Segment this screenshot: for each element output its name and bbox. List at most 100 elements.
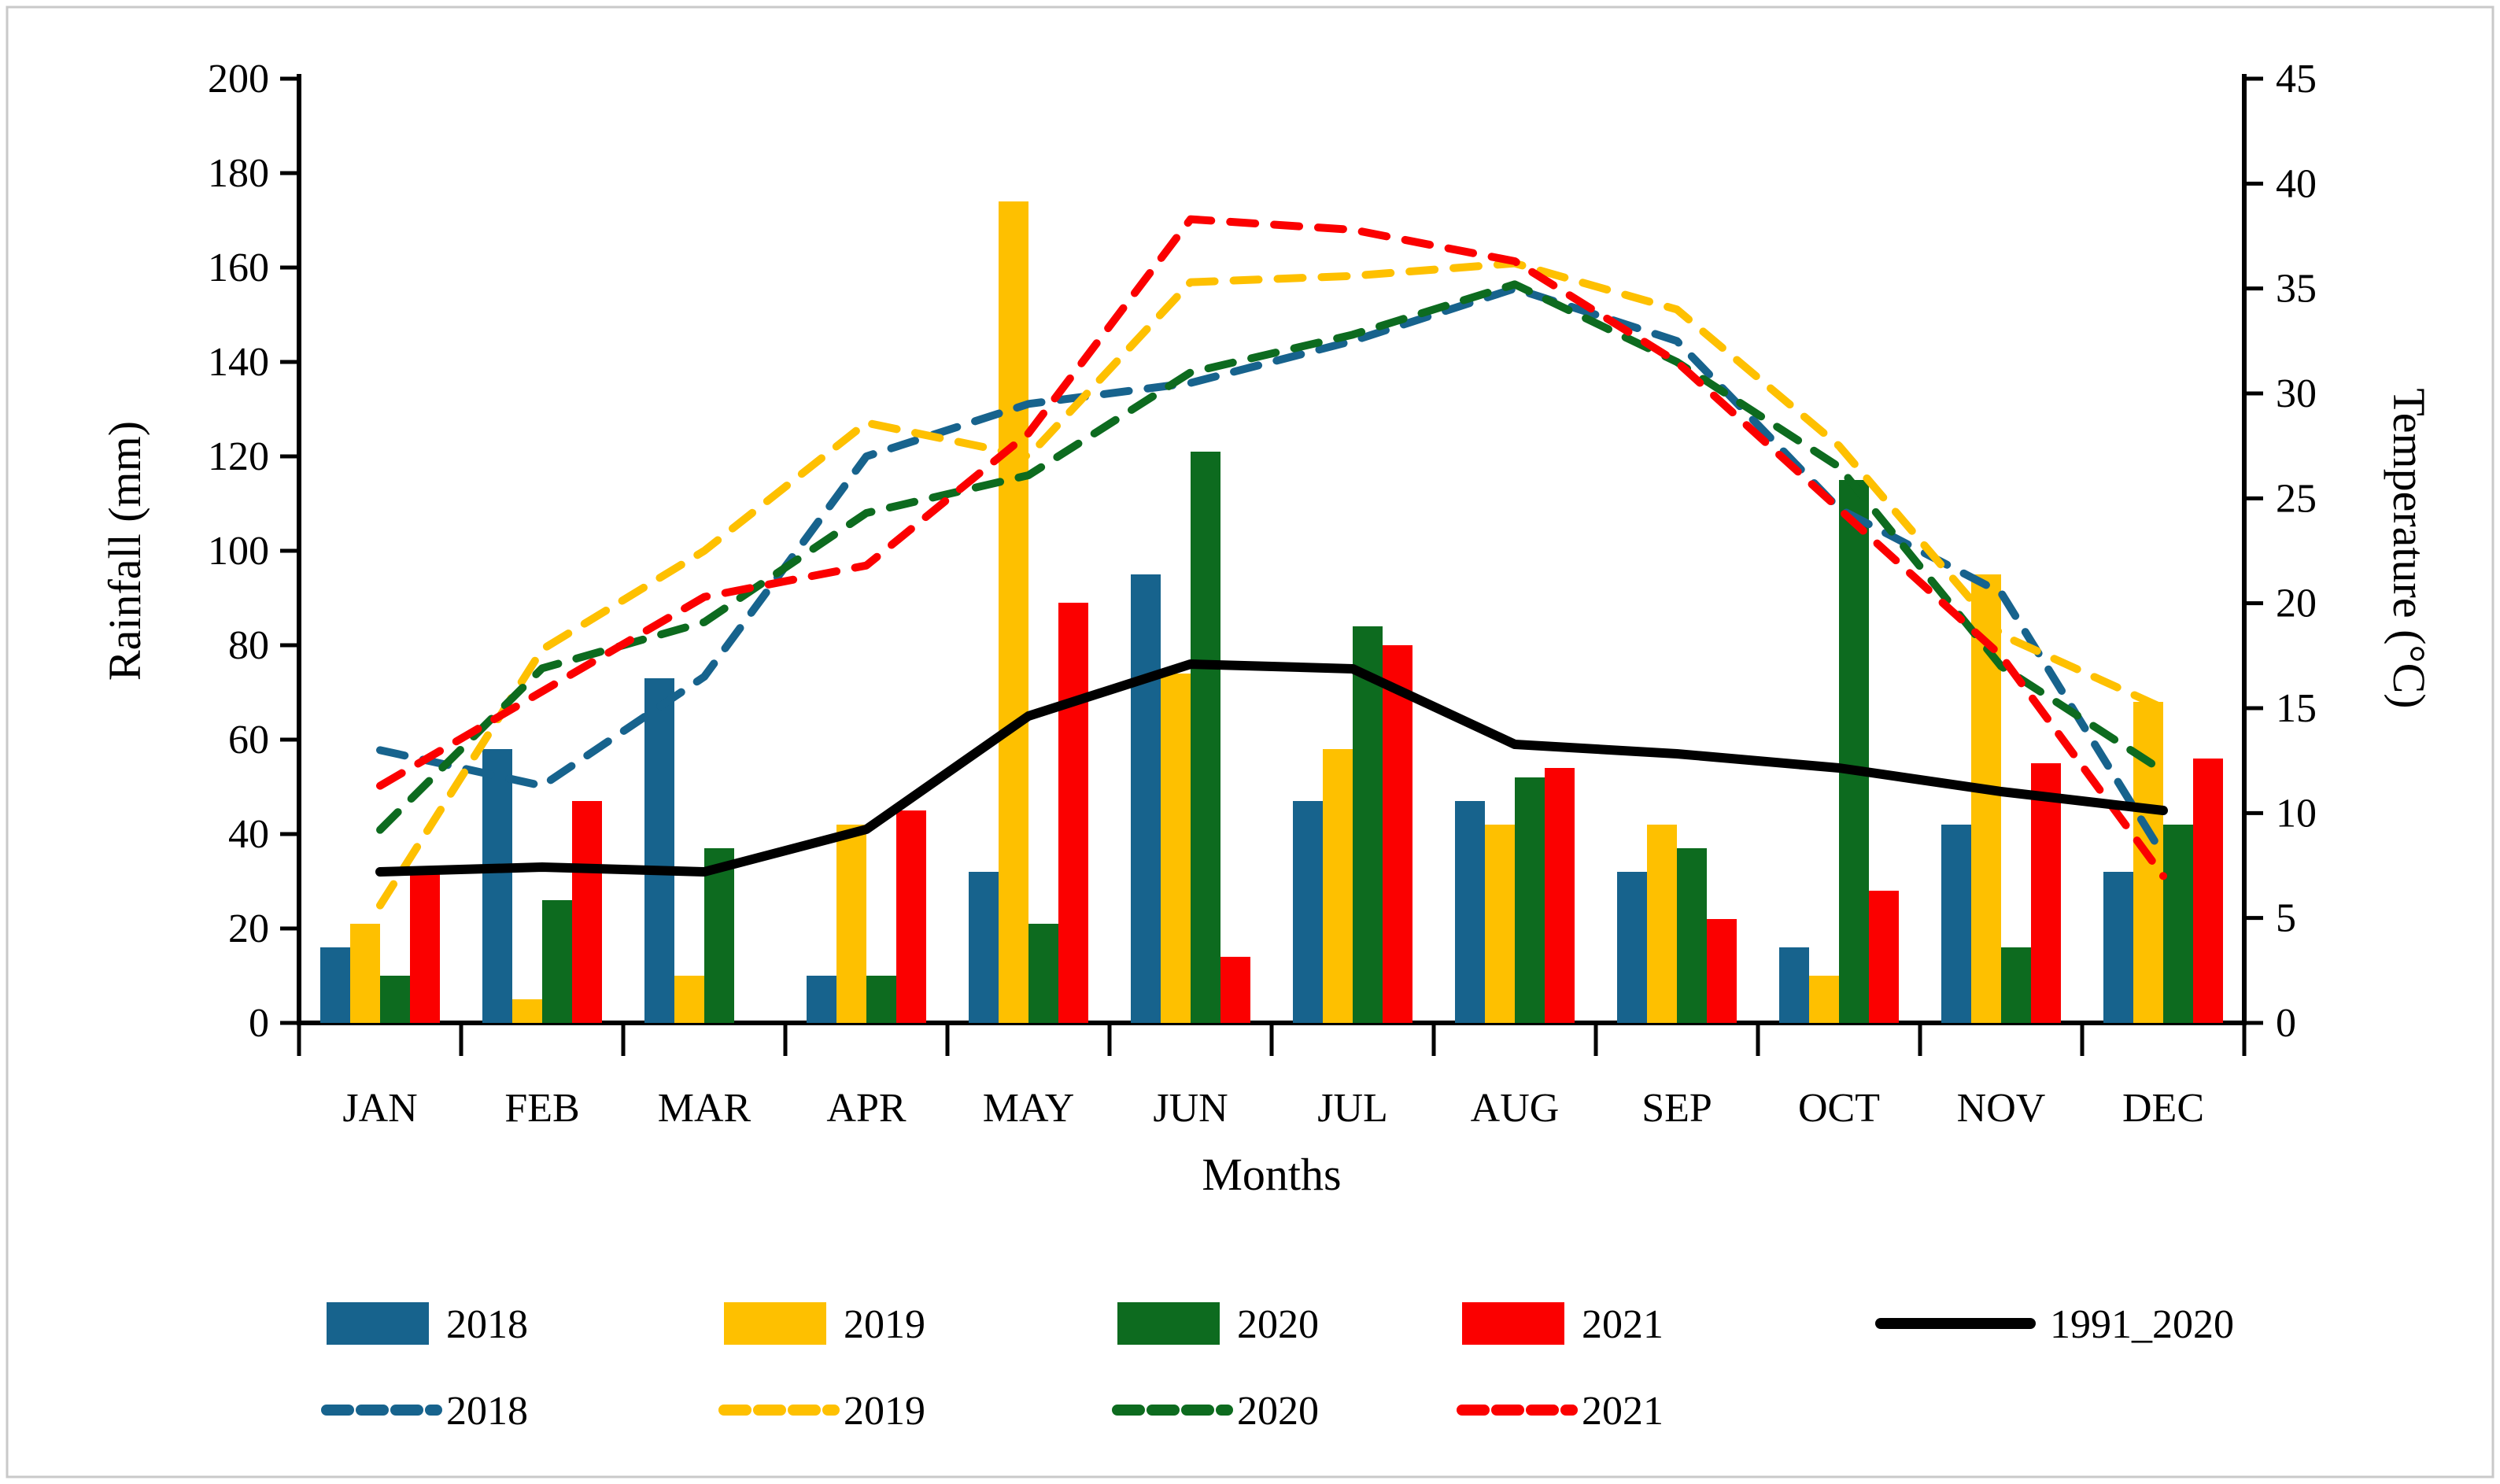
rainfall-bar-2018 [1455,801,1485,1023]
legend-label: 2020 [1237,1389,1319,1434]
x-axis-title: Months [1202,1149,1341,1200]
month-label: JAN [342,1086,417,1131]
month-label: SEP [1641,1086,1712,1131]
month-label: MAY [983,1086,1075,1131]
legend-label: 2021 [1582,1389,1664,1434]
rainfall-bar-2019 [1485,825,1515,1023]
rainfall-bar-2018 [807,976,836,1023]
rainfall-bar-2019 [836,825,866,1023]
rainfall-bar-2021 [2193,759,2223,1023]
rainfall-bar-2019 [1161,674,1191,1023]
rainfall-bar-2021 [896,810,926,1023]
legend-label: 2020 [1237,1302,1319,1347]
right-axis-tick-label: 40 [2276,161,2317,206]
right-axis-title: Temperature (°C) [2384,388,2435,708]
left-axis-tick-label: 140 [208,340,269,385]
rainfall-bar-2018 [1293,801,1323,1023]
rainfall-bar-2020 [1353,626,1383,1023]
rainfall-bar-2020 [2001,947,2031,1023]
temperature-line-2020 [376,280,2167,834]
left-axis-tick-label: 40 [228,812,269,857]
rainfall-bar-2019 [1809,976,1839,1023]
month-label: MAR [658,1086,751,1131]
legend-label: 1991_2020 [2050,1302,2234,1347]
rainfall-bar-2021 [1383,645,1412,1023]
rainfall-bar-2020 [1028,924,1058,1023]
rainfall-bar-2020 [866,976,896,1023]
rainfall-bar-2020 [1191,452,1220,1023]
temperature-line-2019 [376,259,2167,910]
month-label: JUN [1153,1086,1228,1131]
legend-label: 2021 [1582,1302,1664,1347]
right-axis-tick-label: 5 [2276,896,2296,941]
rainfall-bar-2018 [644,678,674,1023]
legend-label: 2019 [844,1302,925,1347]
legend-swatch-bar-2018 [327,1302,429,1345]
legend-label: 2019 [844,1389,925,1434]
left-axis-tick-label: 200 [208,57,269,102]
month-label: APR [826,1086,906,1131]
rainfall-bar-2018 [2103,872,2133,1023]
figure-border [6,6,2494,1478]
month-label: JUL [1317,1086,1388,1131]
right-axis-tick-label: 20 [2276,581,2317,626]
rainfall-bar-2020 [542,900,572,1023]
rainfall-bar-2021 [410,867,440,1023]
left-axis-title: Rainfall (mm) [99,421,150,681]
legend-swatch-bar-2020 [1117,1302,1220,1345]
month-label: OCT [1798,1086,1880,1131]
left-axis-tick-label: 100 [208,529,269,574]
legend-swatch-bar-2021 [1462,1302,1564,1345]
rainfall-bar-2021 [1869,891,1899,1023]
rainfall-bar-2018 [969,872,999,1023]
rainfall-bar-2018 [482,749,512,1023]
rainfall-bar-2019 [1647,825,1677,1023]
rainfall-bar-2020 [704,848,734,1023]
legend-swatch-bar-2019 [724,1302,826,1345]
left-axis-tick-label: 80 [228,623,269,668]
rainfall-bar-2021 [2031,763,2061,1023]
rainfall-bar-2021 [1058,603,1088,1023]
right-axis-tick-label: 35 [2276,267,2317,312]
rainfall-bar-2020 [380,976,410,1023]
legend-label: 2018 [446,1389,528,1434]
temperature-line-2021 [376,215,2167,880]
left-axis-tick-label: 160 [208,245,269,290]
rainfall-bar-2021 [1220,957,1250,1023]
left-axis-tick-label: 0 [249,1001,269,1046]
rainfall-bar-2019 [512,999,542,1023]
right-axis-tick-label: 15 [2276,686,2317,731]
rainfall-bar-2019 [674,976,704,1023]
month-label: AUG [1471,1086,1560,1131]
temperature-line-2018 [376,284,2167,859]
rainfall-bar-2018 [1779,947,1809,1023]
rainfall-bar-2018 [1131,574,1161,1023]
rainfall-bar-2018 [1941,825,1971,1023]
rainfall-bar-2018 [1617,872,1647,1023]
rainfall-bar-2020 [1839,480,1869,1023]
left-axis-tick-label: 20 [228,906,269,951]
rainfall-bar-2020 [2163,825,2193,1023]
right-axis-tick-label: 25 [2276,476,2317,521]
rainfall-bar-2021 [1545,768,1575,1023]
rainfall-bar-2020 [1515,777,1545,1023]
left-axis-tick-label: 180 [208,151,269,196]
left-axis-tick-label: 120 [208,434,269,479]
right-axis-tick-label: 45 [2276,57,2317,102]
right-axis-tick-label: 0 [2276,1001,2296,1046]
rainfall-bar-2019 [350,924,380,1023]
rainfall-bar-2021 [1707,919,1737,1023]
right-axis-tick-label: 30 [2276,371,2317,416]
left-axis-tick-label: 60 [228,718,269,762]
month-label: DEC [2122,1086,2204,1131]
right-axis-tick-label: 10 [2276,791,2317,836]
rainfall-bar-2019 [1323,749,1353,1023]
month-label: NOV [1957,1086,2046,1131]
rainfall-bar-2020 [1677,848,1707,1023]
month-label: FEB [504,1086,579,1131]
normal-line-1991_2020 [375,659,2168,877]
legend-label: 2018 [446,1302,528,1347]
rainfall-bar-2018 [320,947,350,1023]
